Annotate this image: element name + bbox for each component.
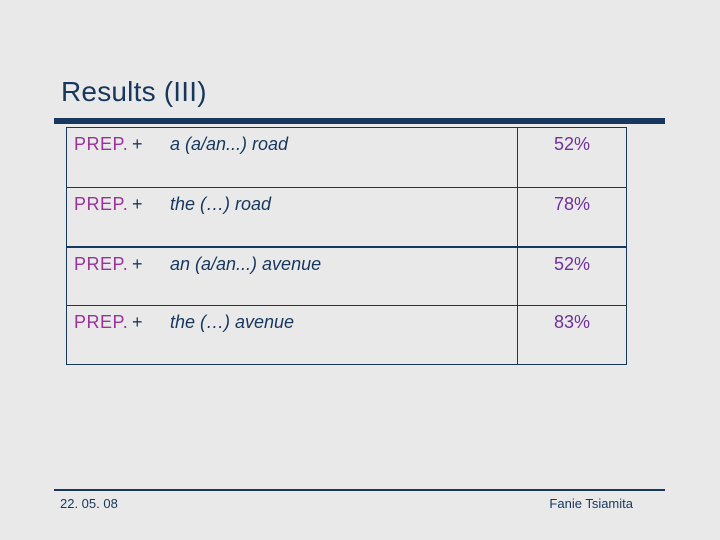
plus-operator: + — [132, 194, 143, 214]
phrase-cell: PREP. + a (a/an...) road — [67, 128, 518, 187]
percentage-value: 78% — [553, 194, 591, 214]
phrase-text: a (a/an...) road — [170, 134, 289, 154]
percentage-cell: 78% — [518, 188, 626, 246]
percentage-cell: 52% — [518, 128, 626, 187]
table-row: PREP. + the (…) road 78% — [67, 187, 626, 246]
prep-label: PREP. — [74, 134, 129, 154]
table-row: PREP. + a (a/an...) road 52% — [67, 128, 626, 187]
phrase-cell: PREP. + the (…) road — [67, 188, 518, 246]
footer-rule — [54, 489, 665, 491]
percentage-value: 52% — [553, 134, 591, 154]
phrase-cell: PREP. + an (a/an...) avenue — [67, 248, 518, 305]
plus-operator: + — [132, 312, 143, 332]
slide-title: Results (III) — [61, 76, 207, 107]
phrase-text: the (…) avenue — [170, 312, 295, 332]
phrase-cell: PREP. + the (…) avenue — [67, 306, 518, 364]
prep-label: PREP. — [74, 254, 129, 274]
phrase-text: the (…) road — [170, 194, 272, 214]
table-row: PREP. + an (a/an...) avenue 52% — [67, 246, 626, 305]
plus-operator: + — [132, 134, 143, 154]
percentage-value: 52% — [553, 254, 591, 274]
footer-date: 22. 05. 08 — [60, 496, 118, 511]
title-rule — [54, 118, 665, 124]
results-table: PREP. + a (a/an...) road 52% PREP. + the… — [66, 127, 627, 365]
percentage-value: 83% — [553, 312, 591, 332]
prep-label: PREP. — [74, 312, 129, 332]
table-row: PREP. + the (…) avenue 83% — [67, 305, 626, 364]
prep-label: PREP. — [74, 194, 129, 214]
phrase-text: an (a/an...) avenue — [170, 254, 322, 274]
plus-operator: + — [132, 254, 143, 274]
percentage-cell: 83% — [518, 306, 626, 364]
percentage-cell: 52% — [518, 248, 626, 305]
footer-author: Fanie Tsiamita — [549, 496, 633, 511]
